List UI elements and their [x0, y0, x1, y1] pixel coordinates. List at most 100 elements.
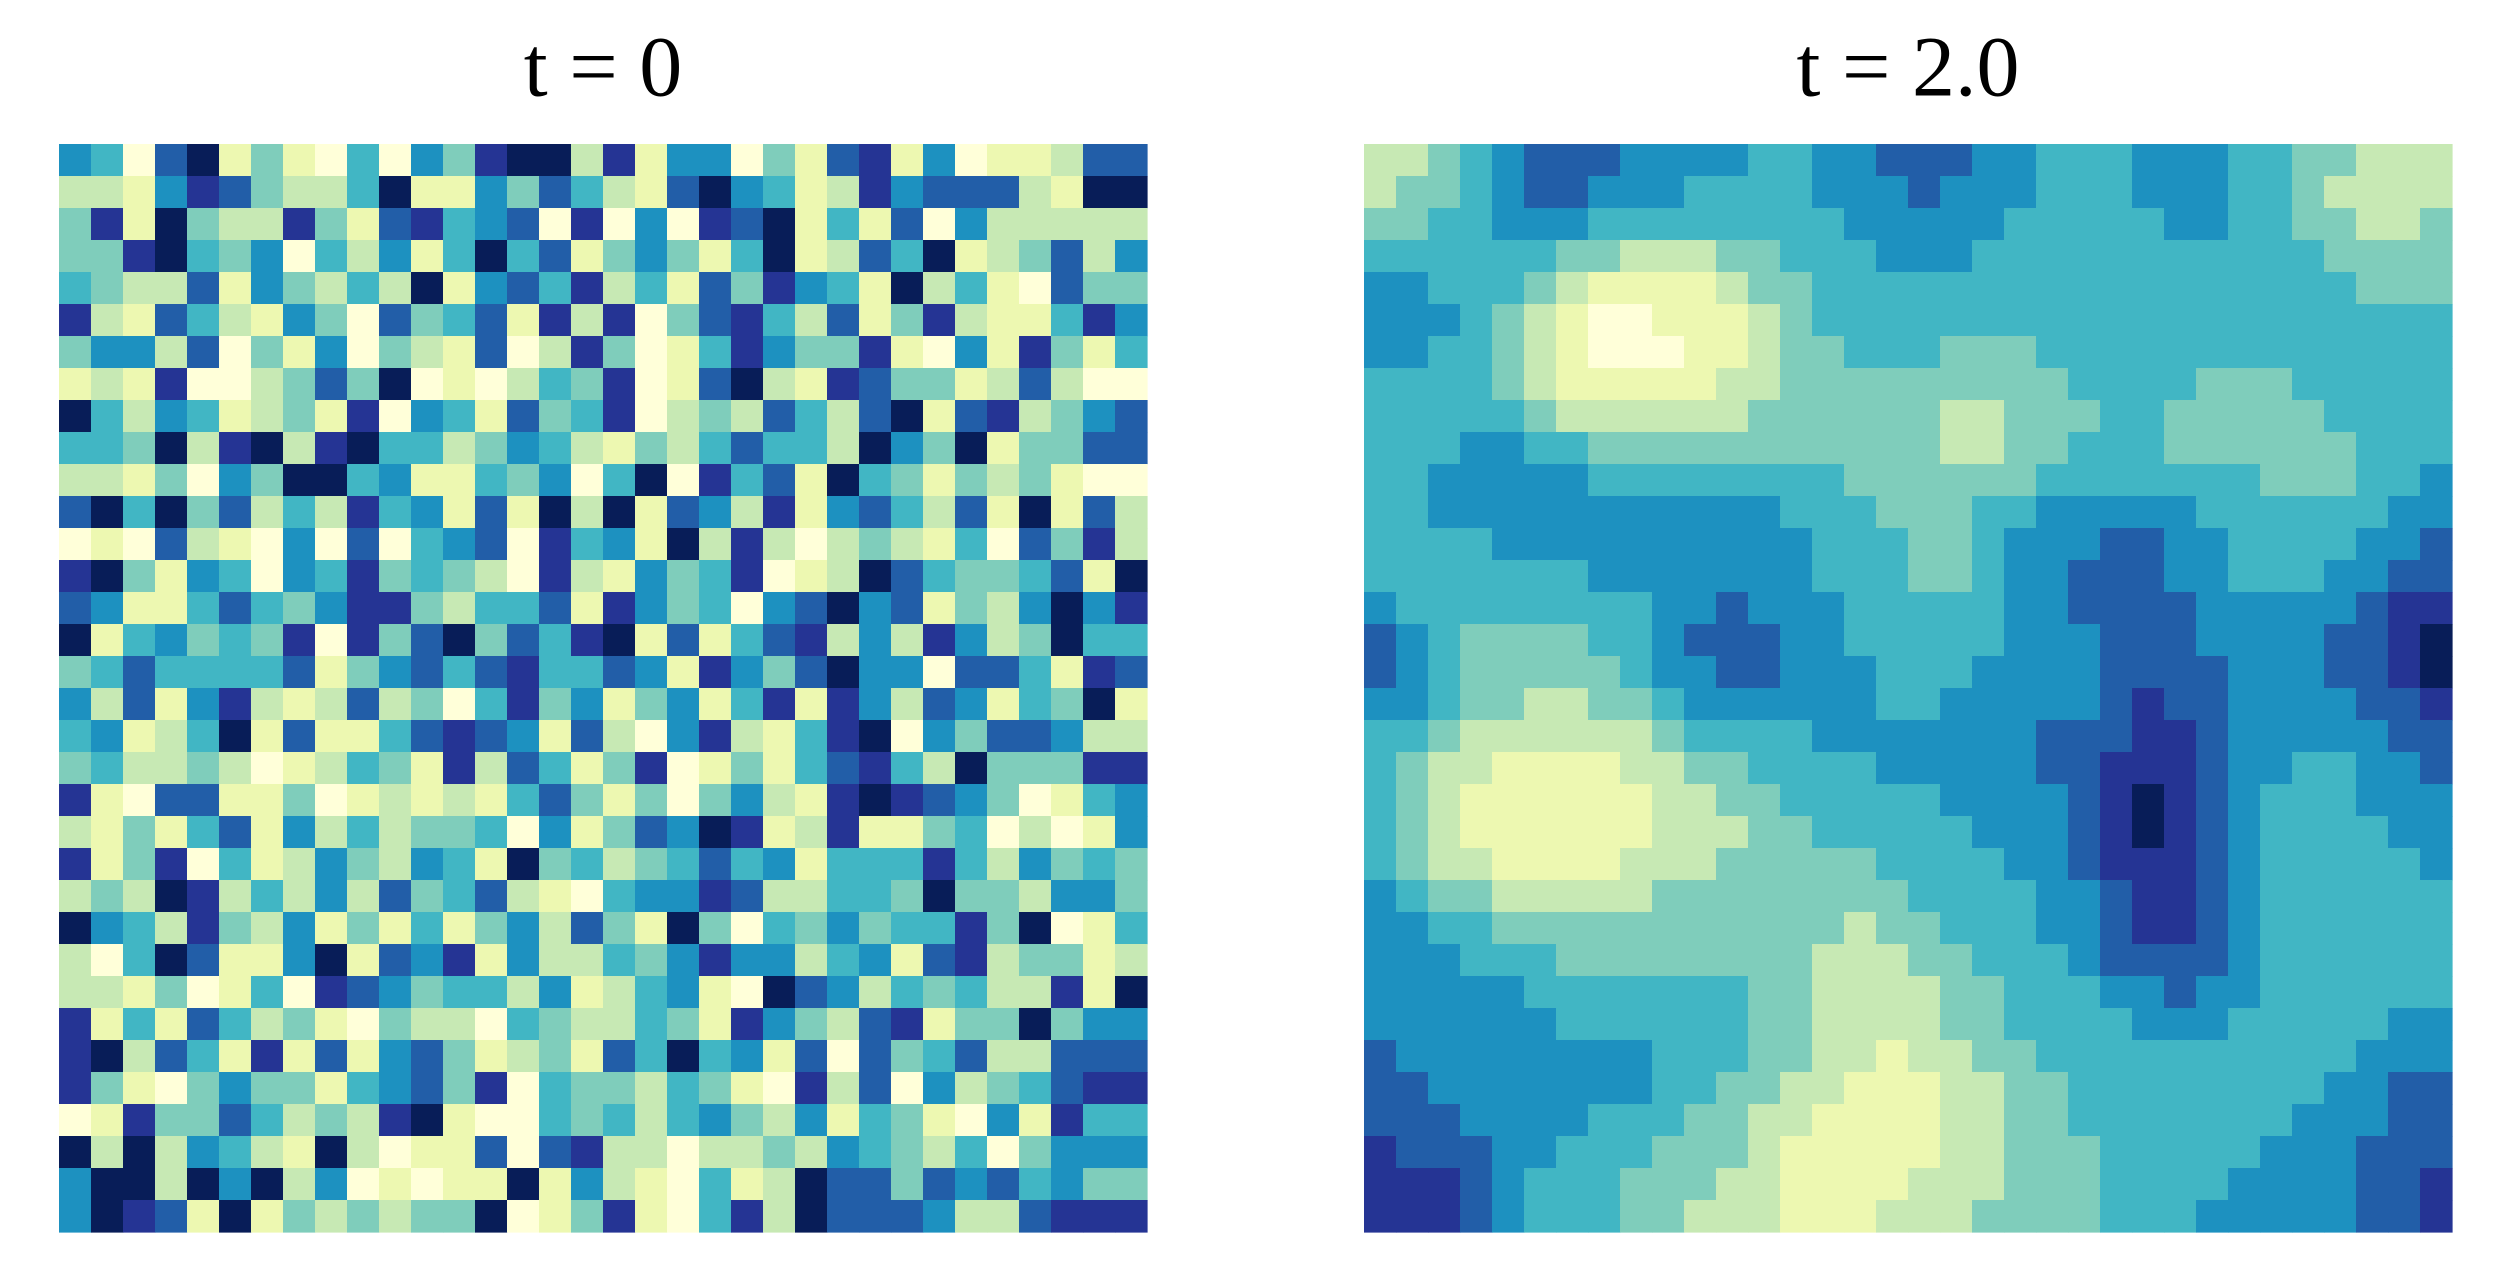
cell	[187, 368, 220, 401]
cell	[1908, 400, 1941, 433]
cell	[891, 784, 924, 817]
cell	[219, 400, 252, 433]
cell	[1908, 752, 1941, 785]
cell	[2388, 688, 2421, 721]
cell	[2132, 432, 2165, 465]
cell	[1019, 816, 1052, 849]
cell	[2420, 560, 2453, 593]
cell	[1940, 1008, 1973, 1041]
cell	[1588, 720, 1621, 753]
cell	[283, 176, 316, 209]
cell	[2324, 400, 2357, 433]
cell	[1652, 1104, 1685, 1137]
cell	[1780, 272, 1813, 305]
cell	[2260, 560, 2293, 593]
cell	[411, 656, 444, 689]
cell	[59, 176, 92, 209]
cell	[2292, 560, 2325, 593]
cell	[2324, 784, 2357, 817]
cell	[91, 1168, 124, 1201]
cell	[315, 528, 348, 561]
cell	[379, 208, 412, 241]
cell	[539, 208, 572, 241]
cell	[571, 1104, 604, 1137]
cell	[1428, 496, 1461, 529]
cell	[1556, 624, 1589, 657]
cell	[1588, 688, 1621, 721]
cell	[1780, 1008, 1813, 1041]
cell	[1940, 976, 1973, 1009]
cell	[59, 240, 92, 273]
cell	[1812, 304, 1845, 337]
cell	[91, 272, 124, 305]
cell	[123, 592, 156, 625]
cell	[1524, 176, 1557, 209]
cell	[2420, 304, 2453, 337]
cell	[667, 1104, 700, 1137]
cell	[859, 1008, 892, 1041]
cell	[603, 848, 636, 881]
cell	[2356, 592, 2389, 625]
cell	[987, 816, 1020, 849]
cell	[2260, 496, 2293, 529]
cell	[187, 432, 220, 465]
cell	[667, 1040, 700, 1073]
cell	[1019, 1072, 1052, 1105]
cell	[2036, 688, 2069, 721]
cell	[923, 1200, 956, 1233]
cell	[91, 688, 124, 721]
cell	[2228, 944, 2261, 977]
cell	[2356, 496, 2389, 529]
cell	[1844, 656, 1877, 689]
cell	[1556, 176, 1589, 209]
cell	[1588, 624, 1621, 657]
cell	[1972, 976, 2005, 1009]
cell	[987, 912, 1020, 945]
cell	[1364, 1008, 1397, 1041]
cell	[2036, 656, 2069, 689]
cell	[1428, 304, 1461, 337]
cell	[827, 816, 860, 849]
cell	[635, 1136, 668, 1169]
cell	[1524, 944, 1557, 977]
cell	[91, 848, 124, 881]
cell	[699, 976, 732, 1009]
cell	[763, 528, 796, 561]
cell	[59, 560, 92, 593]
cell	[1083, 208, 1116, 241]
cell	[2196, 560, 2229, 593]
cell	[2036, 336, 2069, 369]
cell	[1556, 1200, 1589, 1233]
cell	[59, 304, 92, 337]
cell	[891, 176, 924, 209]
cell	[219, 176, 252, 209]
cell	[2100, 880, 2133, 913]
cell	[955, 144, 988, 177]
cell	[2420, 272, 2453, 305]
cell	[2132, 1168, 2165, 1201]
cell	[1684, 656, 1717, 689]
cell	[1940, 1136, 1973, 1169]
cell	[507, 976, 540, 1009]
cell	[1812, 368, 1845, 401]
cell	[1524, 912, 1557, 945]
cell	[955, 976, 988, 1009]
cell	[2004, 528, 2037, 561]
cell	[1716, 336, 1749, 369]
cell	[1908, 880, 1941, 913]
cell	[1844, 816, 1877, 849]
cell	[1812, 1168, 1845, 1201]
cell	[859, 144, 892, 177]
cell	[1428, 240, 1461, 273]
cell	[123, 432, 156, 465]
cell	[1460, 784, 1493, 817]
cell	[315, 784, 348, 817]
cell	[699, 624, 732, 657]
cell	[155, 528, 188, 561]
cell	[827, 400, 860, 433]
cell	[2228, 688, 2261, 721]
cell	[1019, 752, 1052, 785]
cell	[1460, 560, 1493, 593]
cell	[571, 656, 604, 689]
cell	[2004, 1104, 2037, 1137]
